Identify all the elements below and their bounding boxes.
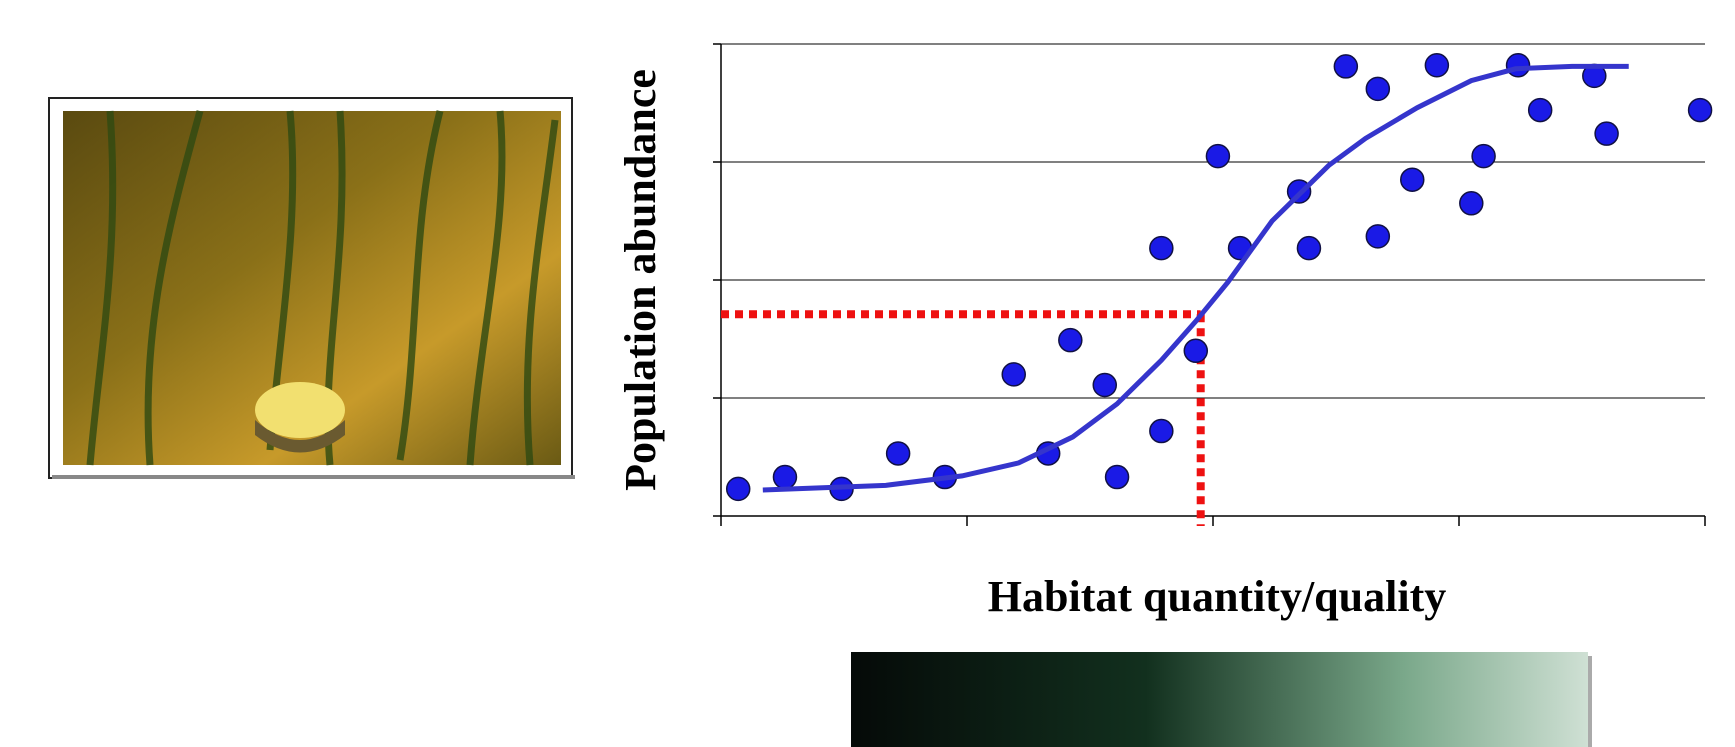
data-point [1365,224,1391,249]
y-axis-label: Population abundance [616,69,665,491]
data-point [1594,121,1619,146]
data-point [1471,143,1496,169]
data-point [1183,338,1209,364]
photo-seagrass [851,652,1592,747]
data-point [1424,52,1450,78]
data-point [1333,54,1359,79]
data-point [1505,52,1531,78]
photo-seagrass-shell [48,97,575,479]
fit-curve [762,63,1629,493]
data-point [1527,97,1553,123]
data-point [1149,235,1174,261]
data-point [772,464,798,490]
data-point [1459,191,1484,216]
data-point [1205,143,1231,169]
x-axis-label: Habitat quantity/quality [988,572,1446,621]
data-point [1001,362,1026,387]
data-point [1149,418,1174,444]
data-point [725,476,751,502]
data-point [1104,464,1130,490]
data-point [1058,327,1083,353]
data-point [1400,167,1425,192]
data-point [1365,76,1391,102]
data-point [1092,372,1118,398]
data-point [885,441,911,466]
data-point [1687,97,1713,123]
data-point [1296,235,1322,261]
